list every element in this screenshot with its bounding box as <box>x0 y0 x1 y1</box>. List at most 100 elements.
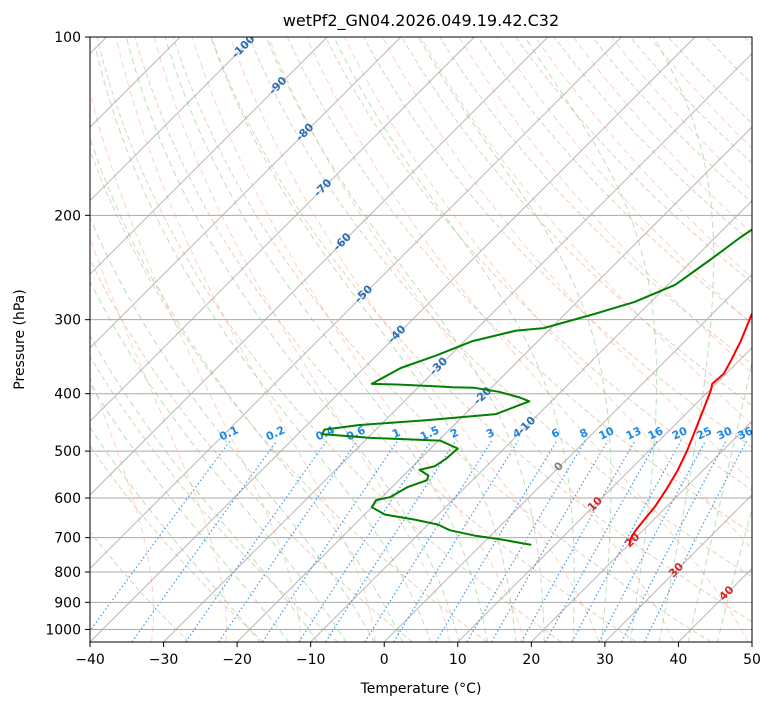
y-axis-label: Pressure (hPa) <box>12 289 28 389</box>
theta-line <box>572 37 752 235</box>
theta-line <box>306 37 749 642</box>
x-tick-label: −30 <box>149 652 179 668</box>
x-tick-label: −10 <box>296 652 326 668</box>
moist-adiabat <box>210 37 517 642</box>
dry-adiabat <box>90 355 339 642</box>
theta-line <box>90 375 155 642</box>
isotherm-line <box>90 37 402 349</box>
moist-adiabat <box>687 360 752 642</box>
plot-area: -100-90-80-70-60-50-40-30-20-10010203040… <box>90 37 756 642</box>
mixing-ratio-label: 30 <box>715 424 735 442</box>
chart-title: wetPf2_GN04.2026.049.19.42.C32 <box>283 11 559 31</box>
isotherm-line <box>236 126 752 642</box>
mixing-ratio-line <box>185 440 328 642</box>
x-tick-label: 0 <box>380 652 389 668</box>
x-tick-label: 10 <box>449 652 467 668</box>
plot-frame <box>89 36 753 643</box>
y-tick-label: 100 <box>54 30 81 46</box>
y-tick-label: 1000 <box>45 622 81 638</box>
mixing-ratio-line <box>261 440 399 642</box>
dry-adiabat <box>439 37 752 365</box>
mixing-ratio-line <box>491 440 609 642</box>
mixing-ratio-line <box>325 440 457 642</box>
mixing-ratio-line <box>643 440 748 642</box>
temperature-line <box>628 311 752 546</box>
theta-line <box>153 37 451 642</box>
isotherm-line <box>383 273 752 642</box>
y-tick-label: 800 <box>54 565 81 581</box>
x-axis-label: Temperature (°C) <box>360 681 482 697</box>
mixing-ratio-line <box>520 440 636 642</box>
dry-adiabat <box>90 258 413 642</box>
mixing-ratio-line <box>90 440 231 632</box>
y-tick-label: 500 <box>54 444 81 460</box>
theta-lines <box>90 37 752 642</box>
dry-adiabat <box>90 531 190 642</box>
isotherm-line <box>90 37 622 570</box>
theta-line <box>191 37 525 642</box>
moist-adiabat <box>524 37 658 642</box>
mixing-ratio-line <box>545 440 658 642</box>
moist-adiabat <box>90 426 261 642</box>
mixing-ratio-label: 25 <box>695 424 714 442</box>
theta-line <box>534 37 752 279</box>
y-tick-label: 200 <box>54 208 81 224</box>
dry-adiabat <box>515 37 752 284</box>
mixing-ratio-label: 36 <box>736 424 756 442</box>
mixing-ratio-line <box>131 440 278 642</box>
mixing-ratio-line <box>393 440 519 642</box>
pressure-grid <box>90 37 752 630</box>
theta-line <box>90 236 228 642</box>
x-tick-label: −20 <box>222 652 252 668</box>
dry-adiabat <box>477 37 752 324</box>
isotherm-line <box>90 37 255 202</box>
mixing-ratio-lines <box>90 440 748 642</box>
x-tick-label: 20 <box>522 652 540 668</box>
x-tick-label: 50 <box>743 652 761 668</box>
theta-line <box>229 37 600 642</box>
dry-adiabat <box>172 37 712 642</box>
isotherms <box>90 37 752 642</box>
isotherm-line <box>457 347 752 642</box>
isotherm-line <box>530 420 752 642</box>
moist-adiabat <box>95 49 432 642</box>
dewpoint-line <box>321 228 752 546</box>
dry-adiabat <box>286 37 752 534</box>
mixing-ratio-line <box>364 440 493 642</box>
mixing-ratio-line <box>218 440 358 642</box>
mixing-ratio-line <box>466 440 586 642</box>
moist-adiabat <box>90 136 404 642</box>
moist-adiabat <box>90 216 375 642</box>
moist-adiabat <box>265 37 545 642</box>
theta-line <box>90 90 302 642</box>
isotherm-line <box>90 37 696 642</box>
dry-adiabat <box>90 148 488 642</box>
isotherm-line <box>90 37 328 275</box>
theta-line <box>610 37 752 192</box>
mixing-ratio-line <box>298 440 432 642</box>
theta-line <box>115 37 376 642</box>
dry-adiabat <box>325 37 752 491</box>
x-tick-label: 40 <box>670 652 688 668</box>
y-tick-label: 900 <box>54 595 81 611</box>
dry-adiabat <box>248 37 752 578</box>
theta-line <box>458 37 752 374</box>
moist-adiabat <box>90 280 347 642</box>
dry-adiabat <box>591 37 752 204</box>
x-tick-label: 30 <box>596 652 614 668</box>
x-tick-label: −40 <box>75 652 105 668</box>
moist-adiabat <box>90 382 290 642</box>
dry-adiabat <box>96 37 562 642</box>
isotherm-line <box>604 494 752 642</box>
isotherm-line <box>90 37 549 496</box>
dry-adiabats <box>90 37 752 642</box>
moist-adiabat <box>653 37 715 642</box>
y-tick-label: 400 <box>54 387 81 403</box>
isotherm-line <box>310 199 752 642</box>
isotherm-line <box>163 52 752 642</box>
moist-adiabats <box>90 37 752 642</box>
theta-line <box>344 37 752 551</box>
moist-adiabat <box>164 37 489 642</box>
